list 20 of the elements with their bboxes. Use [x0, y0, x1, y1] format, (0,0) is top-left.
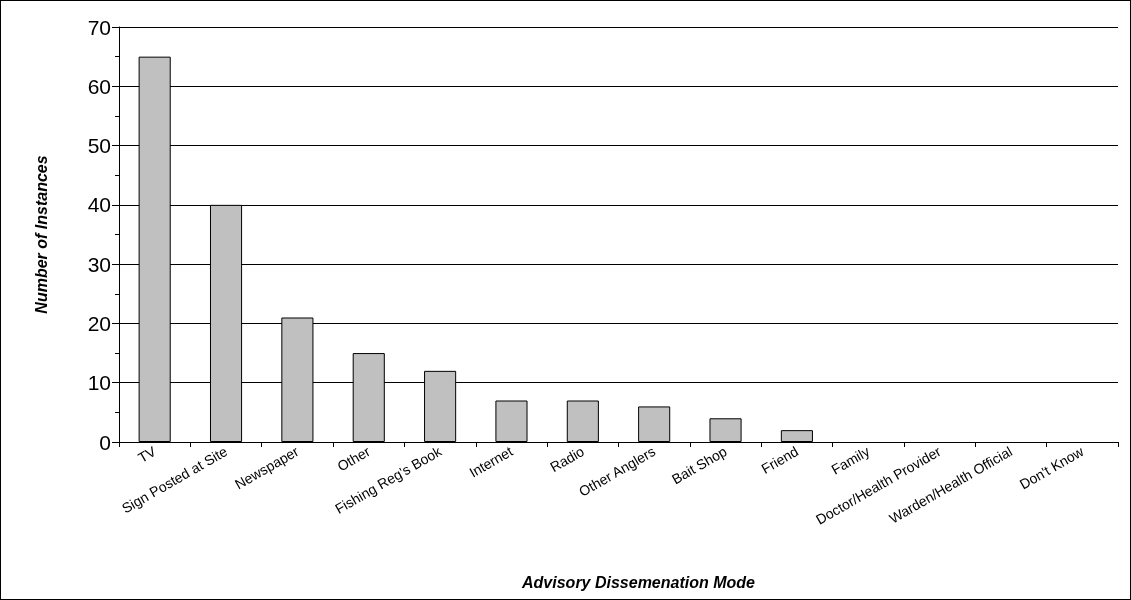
y-tick-label: 30	[87, 252, 111, 276]
y-tick-label: 60	[87, 74, 111, 98]
x-tick-label: Radio	[547, 442, 588, 476]
x-tick-label: Other	[334, 442, 374, 475]
bar	[709, 418, 742, 442]
x-tick-label: Bait Shop	[669, 442, 730, 488]
y-axis-title: Number of Instances	[32, 155, 50, 314]
x-axis-title: Advisory Dissemenation Mode	[521, 573, 756, 591]
y-tick-label: 50	[87, 134, 111, 158]
bar	[780, 430, 813, 442]
bar	[566, 400, 599, 442]
y-tick-label: 10	[87, 371, 111, 395]
bar	[638, 406, 671, 442]
bar	[495, 400, 528, 442]
y-tick-label: 40	[87, 193, 111, 217]
y-tick-label: 0	[99, 430, 111, 454]
x-tick-label: TV	[135, 442, 160, 466]
y-tick-label: 70	[87, 15, 111, 39]
y-tick-label: 20	[87, 311, 111, 335]
x-tick-label: Don't Know	[1016, 442, 1088, 493]
